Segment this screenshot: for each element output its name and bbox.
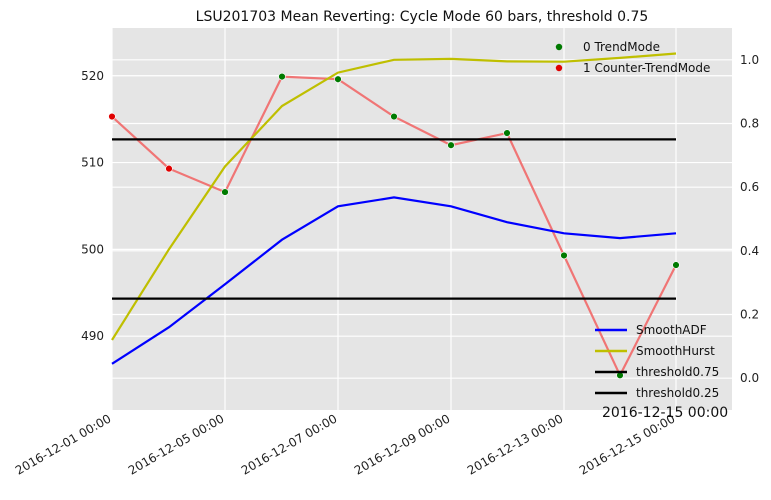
price-point <box>503 129 511 137</box>
y-left-tick-label: 510 <box>81 156 104 170</box>
date-annotation: 2016-12-15 00:00 <box>602 405 728 421</box>
legend-marker-countertrend <box>555 64 563 72</box>
y-right-tick-label: 0.0 <box>740 371 759 385</box>
y-right-tick-label: 0.2 <box>740 308 759 322</box>
x-tick-label: 2016-12-09 00:00 <box>352 411 453 477</box>
y-right-tick-label: 0.8 <box>740 117 759 131</box>
y-left-tick-label: 520 <box>81 69 104 83</box>
x-tick-label: 2016-12-15 00:00 <box>577 411 678 477</box>
x-axis-ticks: 2016-12-01 00:00 2016-12-05 00:00 2016-12-… <box>13 411 678 477</box>
plot-area <box>112 28 732 410</box>
price-point <box>560 251 568 260</box>
x-tick-label: 2016-12-13 00:00 <box>465 411 566 477</box>
price-point <box>221 188 229 196</box>
chart-title: LSU201703 Mean Reverting: Cycle Mode 60 … <box>196 9 649 25</box>
x-tick-label: 2016-12-01 00:00 <box>13 411 114 477</box>
price-point <box>108 112 116 121</box>
y-right-tick-label: 0.4 <box>740 244 759 258</box>
x-tick-label: 2016-12-07 00:00 <box>239 411 340 477</box>
series-line-smoothhurst <box>111 52 677 341</box>
y-axis-left-ticks: 490 500 510 520 <box>81 69 104 343</box>
y-right-tick-label: 0.6 <box>740 180 759 194</box>
price-points <box>108 72 680 379</box>
legend-label-countertrend: 1 Counter-TrendMode <box>583 61 710 75</box>
legend-marker-trend <box>555 43 563 51</box>
price-point <box>672 261 680 269</box>
y-axis-right-ticks: 0.0 0.2 0.4 0.6 0.8 1.0 <box>740 53 759 385</box>
price-point <box>390 112 398 121</box>
legend-points: 0 TrendMode 1 Counter-TrendMode <box>555 40 710 75</box>
y-right-tick-label: 1.0 <box>740 53 759 67</box>
legend-lines: SmoothADF SmoothHurst threshold0.75 thre… <box>595 323 719 400</box>
legend-label-smoothadf: SmoothADF <box>636 323 707 337</box>
x-tick-label: 2016-12-05 00:00 <box>126 411 227 477</box>
price-point <box>165 164 173 173</box>
price-point <box>278 72 286 81</box>
price-point <box>334 75 342 83</box>
price-point <box>447 141 455 149</box>
y-left-tick-label: 500 <box>81 242 104 256</box>
legend-label-threshold025: threshold0.25 <box>636 386 719 400</box>
y-left-tick-label: 490 <box>81 329 104 343</box>
legend-label-threshold075: threshold0.75 <box>636 365 719 379</box>
legend-label-trend: 0 TrendMode <box>583 40 660 54</box>
legend-label-smoothhurst: SmoothHurst <box>636 344 715 358</box>
